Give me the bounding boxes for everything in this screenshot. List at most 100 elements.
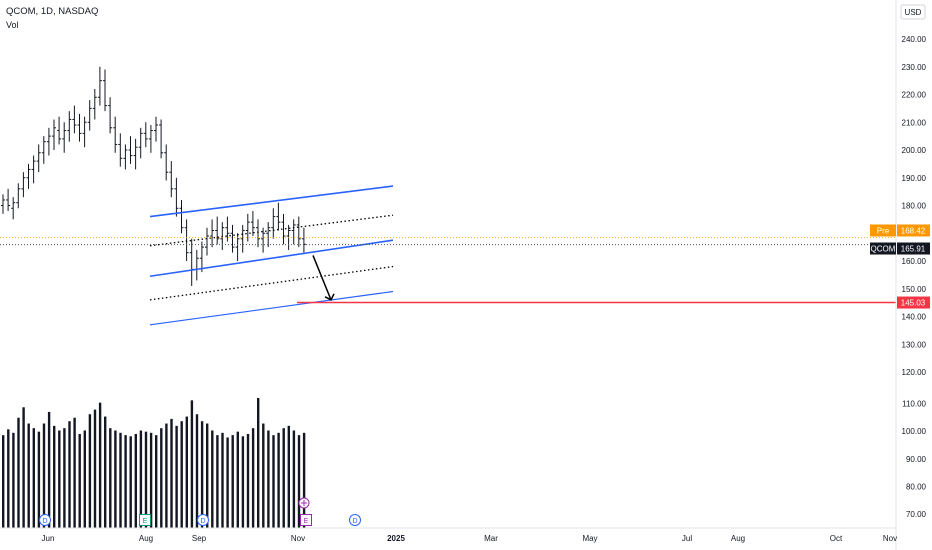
volume-bar: [78, 433, 81, 528]
event-marker-dividend: D: [39, 514, 51, 526]
y-tick-label: 130.00: [902, 340, 927, 349]
volume-bar: [37, 431, 41, 528]
x-tick-label: Aug: [731, 534, 745, 543]
ohlc-bar: [72, 105, 77, 134]
event-marker-earnings: E: [300, 514, 312, 526]
volume-bar: [221, 432, 224, 528]
event-marker-dividend: D: [349, 514, 361, 526]
volume-bar: [190, 400, 194, 528]
volume-bar: [231, 435, 234, 528]
ohlc-bar: [291, 219, 296, 245]
volume-bars: [2, 398, 306, 528]
volume-bar: [267, 430, 270, 528]
y-tick-label: 230.00: [902, 63, 927, 72]
volume-bar: [272, 435, 275, 528]
volume-bar: [185, 416, 188, 528]
ohlc-bar: [36, 144, 41, 173]
y-tick-label: 90.00: [906, 455, 927, 464]
pre-badge-tag-bg: [870, 224, 896, 237]
y-tick-label: 240.00: [902, 35, 927, 44]
ohlc-bar: [118, 133, 123, 167]
ohlc-bar: [256, 219, 260, 248]
volume-bar: [93, 409, 97, 528]
y-tick-label: 150.00: [902, 285, 927, 294]
ohlc-bar: [301, 227, 306, 253]
volume-bar: [160, 428, 163, 528]
ohlc-bar: [245, 213, 250, 242]
symbol-title[interactable]: QCOM, 1D, NASDAQ: [6, 6, 99, 17]
ohlc-bar: [215, 216, 220, 245]
currency-label[interactable]: USD: [905, 8, 922, 17]
volume-indicator-label[interactable]: Vol: [6, 20, 19, 30]
ohlc-bar: [21, 172, 26, 198]
dotted-lower-line: [149, 265, 394, 301]
ohlc-bar: [87, 100, 92, 131]
ohlc-bar: [154, 116, 158, 142]
ohlc-bar: [199, 241, 204, 273]
ohlc-bar: [26, 163, 31, 189]
y-tick-label: 180.00: [902, 202, 927, 211]
volume-bar: [124, 435, 127, 528]
volume-bar: [262, 423, 265, 528]
event-marker-earnings: E: [139, 514, 151, 526]
event-marker-letter: E: [143, 518, 148, 525]
ohlc-bar: [159, 119, 164, 159]
y-tick-label: 100.00: [902, 427, 927, 436]
event-marker-letter: D: [42, 518, 47, 525]
last-badge-tag: QCOM: [871, 245, 896, 254]
arrow-head: [324, 293, 335, 301]
ohlc-bar: [240, 224, 245, 253]
ohlc-bar: [271, 208, 276, 239]
volume-bar: [68, 421, 71, 528]
volume-bar: [287, 425, 290, 528]
y-tick-label: 190.00: [902, 174, 927, 183]
volume-bar: [134, 433, 137, 528]
volume-bar: [149, 432, 153, 528]
y-tick-label: 110.00: [902, 400, 926, 409]
volume-bar: [170, 418, 173, 528]
ohlc-bar: [230, 224, 235, 253]
ohlc-bar: [184, 219, 189, 261]
ohlc-bar: [225, 216, 230, 242]
ohlc-bar: [194, 249, 199, 281]
volume-bar: [277, 432, 280, 528]
volume-bar: [257, 398, 260, 528]
ohlc-bar: [210, 219, 215, 248]
x-tick-label: Aug: [139, 534, 153, 543]
y-tick-label: 140.00: [902, 313, 927, 322]
event-marker-box: [300, 514, 312, 526]
pre-badge-value: 168.42: [901, 226, 926, 235]
volume-bar: [47, 411, 51, 528]
volume-bar: [226, 437, 229, 528]
volume-bar: [42, 423, 46, 528]
event-marker-circle: [349, 514, 361, 526]
volume-bar: [302, 432, 306, 528]
volume-bar: [27, 423, 30, 528]
time-axis[interactable]: Jun Aug Sep Nov 2025 Mar May Jul Aug Oct Nov: [0, 527, 897, 543]
ohlc-bar: [46, 127, 51, 156]
volume-bar: [2, 435, 5, 528]
volume-bar: [88, 414, 92, 528]
volume-bar: [195, 414, 199, 528]
last-badge-tag-bg: [870, 242, 896, 255]
ohlc-bar: [41, 136, 46, 164]
pre-badge-value-bg: [897, 224, 930, 237]
drawings: [0, 185, 896, 326]
ohlc-bar: [82, 116, 87, 148]
ohlc-bar: [266, 222, 271, 248]
y-tick-label: 80.00: [906, 483, 927, 492]
ohlc-bar: [57, 116, 62, 145]
ohlc-bar: [6, 188, 11, 212]
x-tick-label: May: [582, 534, 597, 543]
volume-bar: [114, 430, 117, 528]
ohlc-bar: [138, 127, 143, 159]
price-axis[interactable]: USD 240.00 230.00 220.00 210.00 200.00 190.00…: [870, 0, 932, 550]
event-marker-dividend: D: [197, 514, 209, 526]
ohlc-bar: [62, 122, 67, 153]
volume-bar: [73, 417, 76, 528]
volume-bar: [292, 430, 296, 528]
volume-bar: [144, 431, 148, 528]
volume-bar: [17, 417, 20, 528]
